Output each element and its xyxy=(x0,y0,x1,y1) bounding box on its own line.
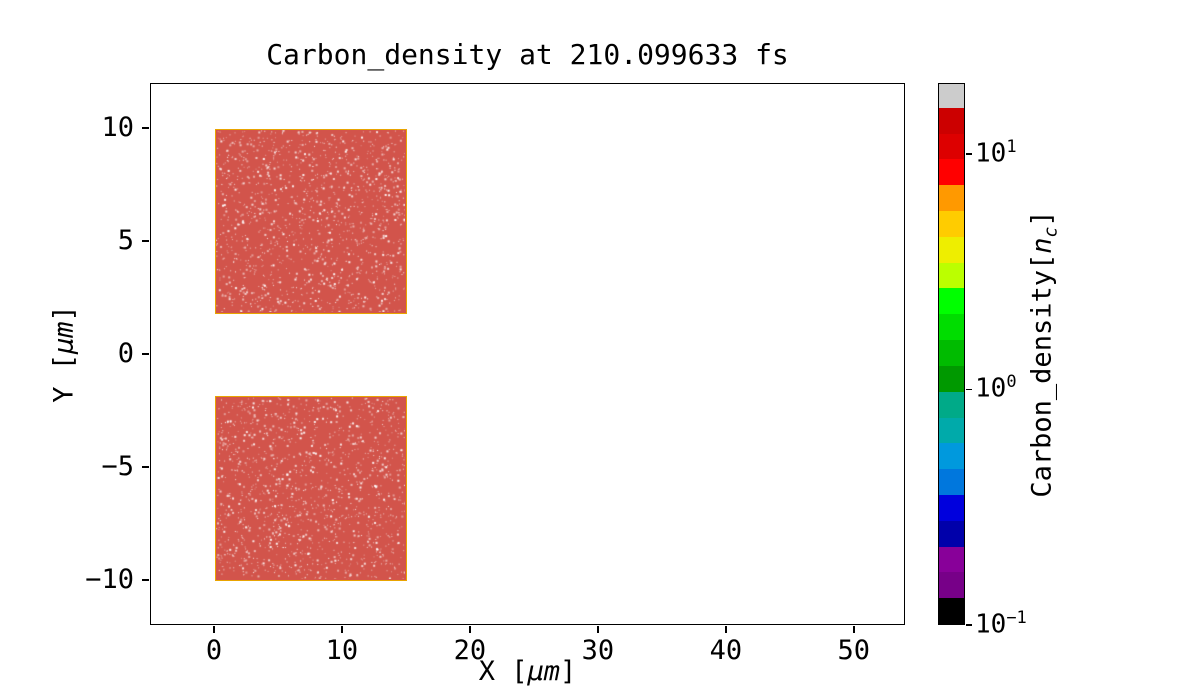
x-tick-label: 40 xyxy=(686,635,766,666)
colorbar-band xyxy=(939,83,964,108)
colorbar-tick-base: 10 xyxy=(975,610,1006,640)
colorbar-band xyxy=(939,288,964,314)
x-tick-mark xyxy=(725,626,727,633)
y-tick-mark xyxy=(142,579,149,581)
x-axis-label-unit: μm xyxy=(528,656,561,687)
figure: Carbon_density at 210.099633 fs X [μm] Y… xyxy=(0,0,1200,700)
colorbar-label-text: Carbon_density[ xyxy=(1026,254,1057,498)
x-tick-label: 20 xyxy=(430,635,510,666)
chart-title: Carbon_density at 210.099633 fs xyxy=(150,38,905,71)
colorbar-tick-label: 100 xyxy=(975,372,1017,404)
colorbar-tick-exponent: 0 xyxy=(1006,372,1016,392)
y-axis-label-close: ] xyxy=(49,305,80,321)
colorbar-label-close: ] xyxy=(1026,210,1057,226)
x-tick-mark xyxy=(597,626,599,633)
colorbar-band xyxy=(939,314,964,340)
colorbar-tick-mark xyxy=(966,389,972,391)
colorbar-band xyxy=(939,236,964,262)
colorbar-band xyxy=(939,598,964,624)
y-tick-label: −5 xyxy=(38,451,134,482)
y-tick-mark xyxy=(142,466,149,468)
colorbar-band xyxy=(939,572,964,598)
speckle-texture xyxy=(216,397,405,579)
colorbar-band xyxy=(939,133,964,159)
density-block xyxy=(215,396,407,581)
x-tick-label: 10 xyxy=(302,635,382,666)
colorbar-tick-label: 101 xyxy=(975,137,1017,169)
colorbar-tick-exponent: −1 xyxy=(1006,608,1026,628)
x-tick-mark xyxy=(213,626,215,633)
y-tick-mark xyxy=(142,353,149,355)
y-tick-label: 5 xyxy=(38,225,134,256)
x-tick-mark xyxy=(853,626,855,633)
colorbar-tick-mark xyxy=(966,153,972,155)
colorbar-tick-base: 10 xyxy=(975,374,1006,404)
y-tick-label: −10 xyxy=(38,564,134,595)
plot-area xyxy=(150,83,905,625)
colorbar-band xyxy=(939,159,964,185)
y-tick-mark xyxy=(142,240,149,242)
colorbar-band xyxy=(939,107,964,133)
speckle-texture xyxy=(216,130,405,312)
x-tick-label: 0 xyxy=(174,635,254,666)
colorbar-band xyxy=(939,520,964,546)
colorbar-band xyxy=(939,546,964,572)
x-tick-mark xyxy=(341,626,343,633)
x-axis-label: X [μm] xyxy=(150,656,905,687)
colorbar-label-symbol: n xyxy=(1026,238,1057,254)
colorbar-tick-base: 10 xyxy=(975,139,1006,169)
colorbar-band xyxy=(939,340,964,366)
colorbar-band xyxy=(939,469,964,495)
colorbar-band xyxy=(939,443,964,469)
colorbar-band xyxy=(939,365,964,391)
x-tick-label: 50 xyxy=(814,635,894,666)
x-tick-mark xyxy=(469,626,471,633)
colorbar-label-subscript: c xyxy=(1041,227,1062,238)
y-tick-label: 10 xyxy=(38,112,134,143)
colorbar-band xyxy=(939,262,964,288)
colorbar-tick-mark xyxy=(966,624,972,626)
colorbar-tick-label: 10−1 xyxy=(975,608,1027,640)
colorbar-tick-exponent: 1 xyxy=(1006,137,1016,157)
x-tick-label: 30 xyxy=(558,635,638,666)
colorbar xyxy=(938,83,965,625)
density-block xyxy=(215,129,407,314)
y-tick-mark xyxy=(142,127,149,129)
colorbar-band xyxy=(939,417,964,443)
colorbar-label: Carbon_density[nc] xyxy=(1026,210,1061,497)
y-tick-label: 0 xyxy=(38,338,134,369)
colorbar-band xyxy=(939,210,964,236)
colorbar-band xyxy=(939,185,964,211)
colorbar-band xyxy=(939,494,964,520)
colorbar-band xyxy=(939,391,964,417)
